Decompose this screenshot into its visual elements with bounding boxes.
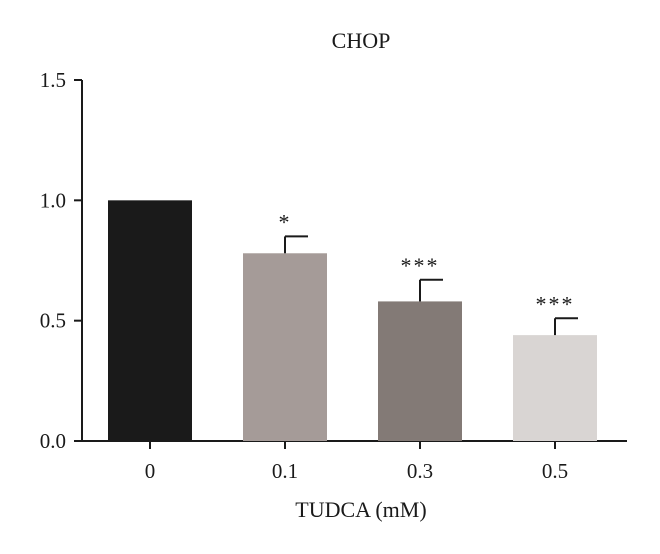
y-tick-label: 1.5	[40, 68, 66, 92]
x-tick-label: 0.5	[542, 459, 568, 483]
x-axis-label: TUDCA (mM)	[295, 497, 426, 522]
bar-0	[108, 200, 192, 441]
chart-title: CHOP	[332, 28, 391, 53]
y-tick-label: 1.0	[40, 188, 66, 212]
x-axis: 0 0.1 0.3 0.5	[82, 440, 627, 483]
significance-marker: ***	[401, 253, 440, 278]
bar-0.1	[243, 253, 327, 441]
error-bars	[284, 235, 578, 336]
bar-0.3	[378, 301, 462, 441]
bar-0.5	[513, 335, 597, 441]
x-tick-label: 0.3	[407, 459, 433, 483]
bars	[108, 200, 597, 441]
x-tick-label: 0	[145, 459, 156, 483]
x-tick-label: 0.1	[272, 459, 298, 483]
significance-marker: ***	[536, 291, 575, 316]
y-axis: 0.0 0.5 1.0 1.5	[40, 68, 83, 453]
significance-marker: *	[279, 209, 292, 234]
significance-markers: *******	[279, 209, 575, 316]
y-tick-label: 0.5	[40, 309, 66, 333]
y-tick-label: 0.0	[40, 429, 66, 453]
